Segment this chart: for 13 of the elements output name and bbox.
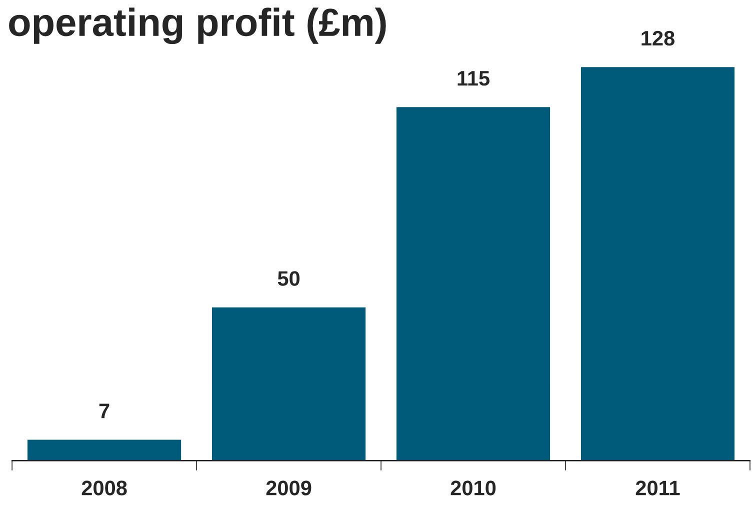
- data-label: 7: [99, 404, 110, 418]
- chart-title: operating profit (£m): [9, 8, 386, 44]
- data-label: 128: [642, 30, 674, 46]
- x-tick-label: 2009: [266, 480, 312, 496]
- x-tick-label: 2011: [636, 480, 680, 496]
- data-label: 50: [278, 271, 300, 286]
- bar: [26, 438, 182, 461]
- x-tick-label: 2010: [450, 480, 496, 496]
- bar: [395, 106, 552, 461]
- bar: [580, 66, 736, 461]
- x-tick-label: 2008: [82, 480, 127, 496]
- bar: [210, 306, 367, 461]
- data-label: 115: [458, 71, 490, 86]
